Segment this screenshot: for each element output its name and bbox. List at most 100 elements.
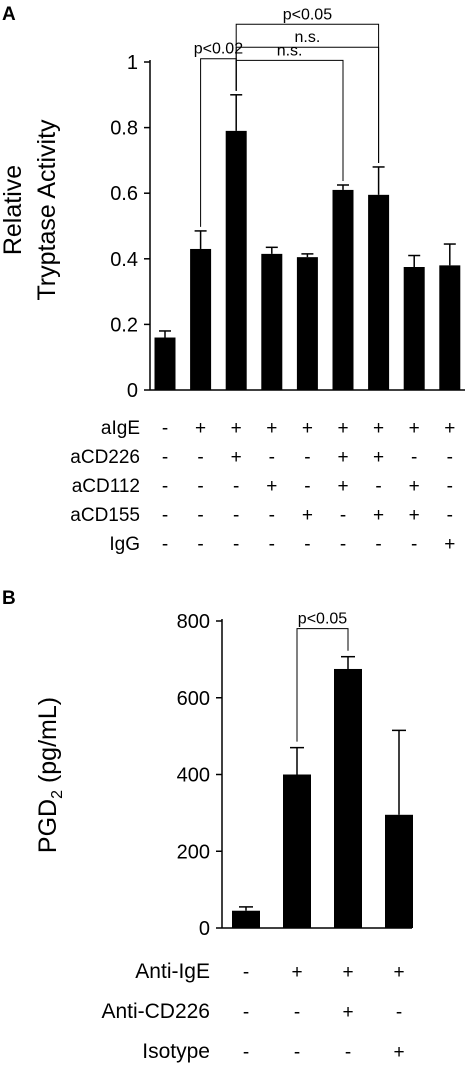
significance-bracket [235, 59, 344, 181]
condition-sign: - [375, 476, 381, 497]
condition-sign: + [342, 962, 353, 983]
condition-sign: - [162, 476, 168, 497]
y-tick-label: 0.4 [110, 249, 138, 271]
bar [403, 267, 425, 390]
condition-sign: + [409, 476, 420, 497]
condition-sign: + [409, 505, 420, 526]
condition-sign: - [233, 476, 239, 497]
condition-sign: + [393, 962, 404, 983]
condition-label: aIgE [101, 418, 140, 439]
condition-sign: + [302, 418, 313, 439]
condition-sign: - [447, 447, 453, 468]
significance-label: n.s. [295, 29, 321, 46]
condition-sign: - [233, 534, 239, 555]
condition-sign: - [411, 534, 417, 555]
condition-sign: - [340, 534, 346, 555]
bar [283, 774, 311, 928]
condition-label: aCD112 [72, 476, 140, 497]
condition-sign: - [340, 505, 346, 526]
condition-sign: - [243, 1002, 249, 1023]
condition-sign: - [269, 447, 275, 468]
condition-sign: - [294, 1002, 300, 1023]
y-tick-label: 800 [177, 611, 210, 633]
y-axis-label-subscript: 2 [49, 790, 66, 799]
condition-sign: - [162, 418, 168, 439]
condition-sign: - [197, 534, 203, 555]
bar [190, 248, 212, 390]
panel-a-letter: A [2, 4, 16, 25]
bar [261, 253, 283, 390]
condition-sign: - [396, 1002, 402, 1023]
panel-a: A Relative Tryptase Activity 0 0.2 0.4 0.6 0.8… [0, 4, 465, 555]
bar [334, 668, 362, 928]
condition-sign: - [162, 505, 168, 526]
significance-bracket [296, 628, 349, 742]
condition-sign: - [269, 505, 275, 526]
y-tick-label: 0 [199, 918, 210, 940]
condition-sign: + [373, 505, 384, 526]
significance-label: p<0.05 [298, 611, 347, 628]
significance-label: p<0.02 [194, 41, 243, 58]
condition-sign: + [409, 418, 420, 439]
condition-sign: + [393, 1042, 404, 1063]
condition-sign: - [304, 476, 310, 497]
condition-sign: - [447, 476, 453, 497]
condition-sign: + [373, 418, 384, 439]
bar [232, 910, 260, 928]
y-axis-label: Relative [0, 165, 27, 255]
condition-sign: + [291, 962, 302, 983]
y-axis-label-main: PGD [34, 799, 62, 853]
condition-sign: - [345, 1042, 351, 1063]
bar [225, 130, 247, 390]
condition-label: Isotype [142, 1040, 210, 1063]
condition-sign: + [444, 534, 455, 555]
condition-label: IgG [109, 534, 140, 555]
bar [332, 189, 354, 390]
condition-sign: - [294, 1042, 300, 1063]
condition-sign: - [162, 447, 168, 468]
y-axis-label-unit: (pg/mL) [34, 697, 62, 790]
condition-sign: + [231, 418, 242, 439]
y-tick-label: 200 [177, 841, 210, 863]
significance-label: p<0.05 [283, 6, 332, 23]
bar [154, 337, 176, 390]
y-tick-label: 0.8 [110, 118, 138, 140]
panel-b: B PGD2 (pg/mL) 0 200 400 600 800 p<0.05 Anti-Ig… [2, 588, 413, 1063]
y-tick-label: 0 [127, 380, 138, 402]
condition-sign: - [304, 447, 310, 468]
y-tick-label: 600 [177, 688, 210, 710]
y-tick-label: 0.2 [110, 314, 138, 336]
condition-sign: + [302, 505, 313, 526]
condition-sign: - [447, 505, 453, 526]
panel-b-letter: B [2, 588, 16, 609]
condition-label: Anti-CD226 [101, 1000, 210, 1023]
condition-sign: + [337, 447, 348, 468]
condition-label: Anti-IgE [135, 960, 210, 983]
y-tick-label: 0.6 [110, 183, 138, 205]
condition-label: aCD155 [70, 505, 140, 526]
y-tick-label: 400 [177, 765, 210, 787]
y-tick-label: 1 [127, 52, 138, 74]
condition-sign: + [342, 1002, 353, 1023]
significance-label: n.s. [277, 42, 303, 59]
bar [385, 814, 413, 928]
condition-sign: + [373, 447, 384, 468]
condition-sign: + [337, 476, 348, 497]
y-axis-label: PGD2 (pg/mL) [34, 697, 66, 853]
bar [368, 194, 390, 390]
bar [296, 257, 318, 390]
condition-sign: + [444, 418, 455, 439]
condition-sign: + [266, 476, 277, 497]
condition-sign: - [197, 447, 203, 468]
condition-sign: - [375, 534, 381, 555]
significance-bracket [235, 46, 380, 163]
condition-sign: - [162, 534, 168, 555]
condition-label: aCD226 [70, 447, 140, 468]
condition-sign: - [233, 505, 239, 526]
condition-sign: - [243, 1042, 249, 1063]
condition-sign: + [266, 418, 277, 439]
condition-sign: - [197, 505, 203, 526]
condition-sign: + [231, 447, 242, 468]
condition-sign: - [197, 476, 203, 497]
